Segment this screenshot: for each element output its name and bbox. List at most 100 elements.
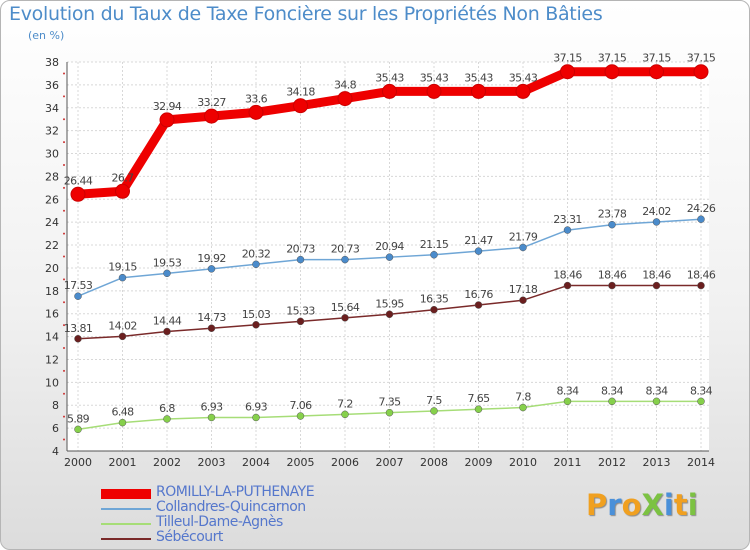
data-point [115,183,130,199]
data-label: 20.94 [375,240,404,253]
data-label: 23.31 [553,213,582,226]
data-label: 8.34 [690,384,713,397]
data-point [471,83,486,99]
data-point [652,218,661,226]
data-point [608,220,616,229]
x-tick-label: 2012 [598,456,626,469]
y-minor-tick [63,255,65,258]
data-point [296,412,305,420]
y-minor-tick [63,438,65,441]
legend-label: ROMILLY-LA-PUTHENAYE [156,484,315,500]
logo-letter: i [687,488,698,522]
data-point [204,108,219,124]
proxiti-logo: ProXiti [586,488,698,522]
data-label: 24.02 [642,205,671,218]
data-label: 7.2 [337,397,353,410]
data-label: 13.81 [64,322,93,335]
y-minor-tick [63,415,65,418]
data-point [519,403,527,412]
y-tick-label: 30 [45,148,59,161]
y-tick-label: 32 [45,125,59,138]
data-label: 34.8 [334,79,357,92]
data-label: 18.46 [553,269,582,282]
data-point [207,324,216,332]
data-label: 6.93 [200,400,223,413]
data-point [563,397,572,406]
data-point [248,104,264,120]
data-label: 15.95 [375,297,404,310]
y-minor-tick [63,141,65,144]
data-label: 21.79 [509,230,538,243]
data-point [693,64,709,80]
legend-swatch [101,508,151,510]
data-point [382,83,397,99]
data-label: 20.73 [331,243,360,256]
data-point [519,243,527,252]
data-label: 32.94 [153,100,182,113]
data-point [426,83,442,99]
y-minor-tick [63,163,65,166]
data-point [341,410,349,419]
data-label: 17.53 [64,279,93,292]
x-tick-label: 2011 [554,456,582,469]
data-label: 8.34 [601,384,624,397]
x-tick-label: 2010 [509,456,537,469]
data-label: 17.18 [509,283,538,296]
logo-letter: P [586,488,608,522]
data-point [519,296,527,304]
legend-swatch [101,538,151,540]
data-label: 8.34 [645,384,668,397]
data-label: 7.35 [378,396,401,409]
data-point [697,215,705,223]
data-label: 26.44 [64,174,93,187]
y-minor-tick [63,232,65,235]
data-label: 33.27 [197,96,226,109]
data-label: 14.44 [153,315,182,328]
y-minor-tick [63,95,65,98]
y-minor-tick [63,392,65,395]
y-minor-tick [63,186,65,189]
y-tick-label: 18 [45,285,59,298]
x-tick-label: 2000 [64,456,92,469]
data-label: 35.43 [464,71,493,84]
data-label: 8.34 [556,384,579,397]
y-tick-label: 16 [45,308,59,321]
data-point [604,64,620,80]
data-label: 14.73 [197,311,226,324]
y-tick-label: 6 [52,422,59,435]
data-label: 19.53 [153,256,182,269]
x-tick-label: 2014 [687,456,715,469]
data-point [118,418,127,427]
x-tick-label: 2006 [331,456,359,469]
legend-label: Tilleul-Dame-Agnès [156,514,283,530]
data-point [474,247,483,255]
data-label: 21.47 [464,234,493,247]
data-label: 15.03 [242,308,271,321]
data-point [296,317,305,326]
chart-title: Evolution du Taux de Taxe Foncière sur l… [9,3,603,25]
data-label: 15.33 [286,304,315,317]
data-point [697,281,705,290]
data-point [430,305,438,314]
y-minor-tick [63,301,65,304]
data-point [163,415,171,423]
data-point [207,265,216,273]
data-label: 20.73 [286,243,315,256]
y-tick-label: 38 [45,56,59,69]
data-point [474,301,483,309]
data-point [385,408,394,417]
data-point [560,64,575,80]
data-point [385,253,394,261]
data-label: 35.43 [375,71,404,84]
y-tick-label: 12 [45,353,59,366]
legend-swatch [101,489,151,499]
y-tick-label: 22 [45,239,59,252]
data-point [163,269,171,278]
data-point [649,64,664,80]
data-point [70,186,86,202]
data-point [515,83,531,99]
data-point [430,251,438,259]
x-tick-label: 2007 [376,456,404,469]
